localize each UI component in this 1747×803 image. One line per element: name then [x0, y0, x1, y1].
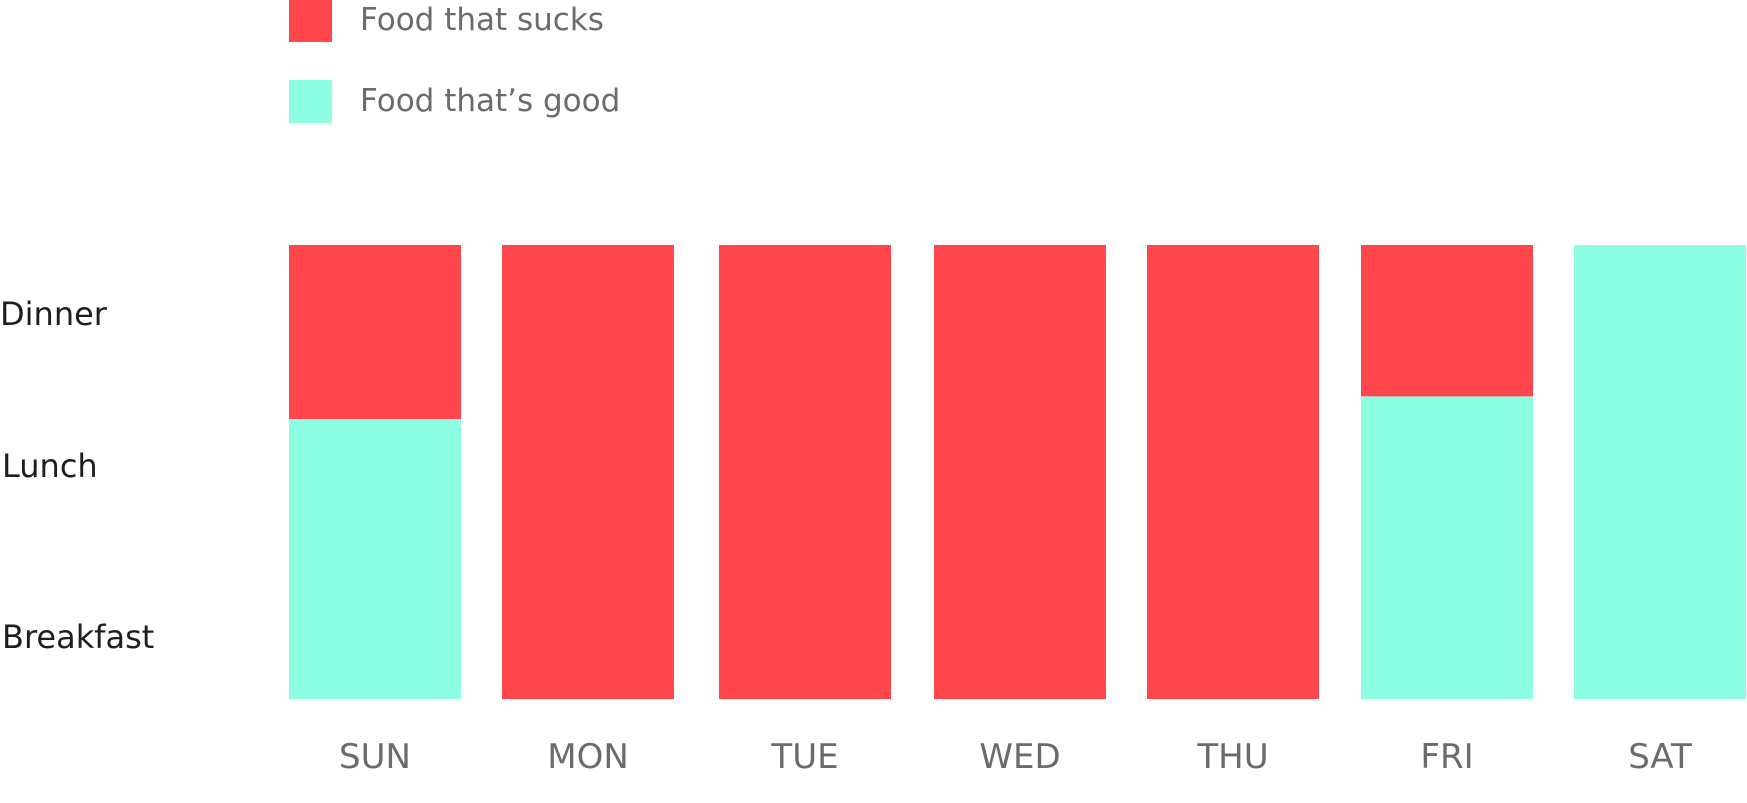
- legend-swatch-good: [289, 80, 332, 123]
- day-label-tue: TUE: [770, 737, 838, 777]
- bar-segment-sucks-tue: [719, 245, 891, 699]
- bar-segment-good-sat: [1574, 245, 1746, 699]
- legend-item-good: Food that’s good: [289, 80, 620, 123]
- bar-segment-sucks-fri: [1361, 245, 1533, 397]
- day-label-sun: SUN: [339, 737, 411, 777]
- legend-item-sucks: Food that sucks: [289, 0, 604, 42]
- bar-segment-sucks-wed: [934, 245, 1106, 699]
- day-label-fri: FRI: [1420, 737, 1473, 777]
- legend-label-sucks: Food that sucks: [360, 2, 604, 38]
- bar-segment-sucks-thu: [1147, 245, 1319, 699]
- day-label-mon: MON: [547, 737, 629, 777]
- legend: Food that sucks Food that’s good: [289, 0, 620, 123]
- bar-segment-sucks-mon: [502, 245, 674, 699]
- day-axis: SUN MON TUE WED THU FRI SAT: [339, 737, 1692, 777]
- legend-swatch-sucks: [289, 0, 332, 42]
- legend-label-good: Food that’s good: [360, 83, 620, 119]
- bars: [289, 245, 1746, 699]
- bar-segment-good-sun: [289, 419, 461, 699]
- day-label-wed: WED: [979, 737, 1060, 777]
- bar-segment-good-fri: [1361, 396, 1533, 699]
- bar-segment-sucks-sun: [289, 245, 461, 420]
- meal-label-dinner: Dinner: [0, 295, 108, 333]
- meal-axis: Dinner Lunch Breakfast: [0, 295, 154, 656]
- meal-label-breakfast: Breakfast: [2, 618, 154, 656]
- day-label-sat: SAT: [1628, 737, 1692, 777]
- day-label-thu: THU: [1196, 737, 1268, 777]
- meal-label-lunch: Lunch: [2, 447, 98, 485]
